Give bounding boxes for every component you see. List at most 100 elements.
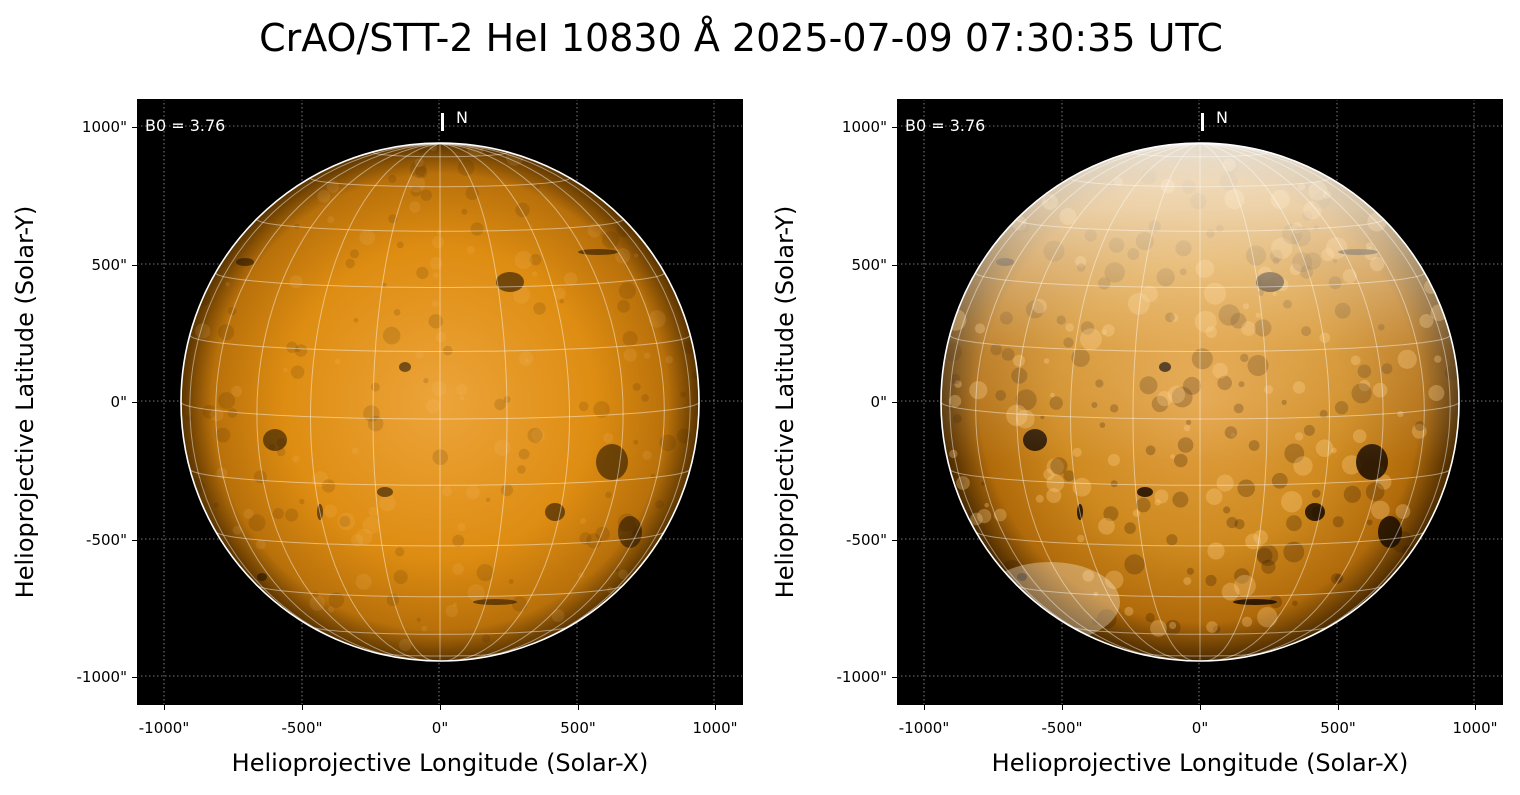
disk-texture-mottle — [452, 602, 457, 607]
parallel-line — [949, 468, 1451, 486]
disk-texture-mottle — [386, 593, 399, 607]
disk-texture-mottle — [430, 256, 443, 270]
y-tick-mark — [132, 677, 137, 678]
disk-texture-mottle — [531, 428, 545, 442]
disk-texture-mottle — [680, 391, 687, 398]
meridian-line — [256, 143, 441, 661]
b0-annotation: B0 = 3.76 — [145, 116, 226, 135]
y-tick-label: -1000" — [836, 668, 888, 686]
disk-texture-mottle — [363, 405, 380, 422]
disk-texture-mottle — [227, 306, 237, 316]
disk-texture-mottle — [334, 358, 341, 365]
parallel-line — [1070, 626, 1330, 635]
meridian-line — [372, 143, 441, 661]
y-tick-label: 0" — [110, 393, 127, 411]
disk-texture-mottle — [294, 223, 300, 229]
north-label: N — [1216, 108, 1228, 127]
disk-texture-mottle — [286, 341, 298, 353]
disk-texture-mottle — [466, 485, 480, 500]
disk-texture-mottle — [503, 396, 511, 403]
disk-texture-mottle — [494, 398, 506, 411]
left-solar-image-panel: B0 = 3.76 N -1000" -500" 0" 500" 1000" 1… — [11, 99, 743, 777]
disk-texture-mottle — [607, 586, 614, 594]
dark-filament — [473, 599, 517, 605]
meridian-line — [189, 143, 441, 657]
disk-texture-mottle — [559, 299, 565, 304]
disk-texture-mottle — [633, 439, 639, 445]
right-image-axes — [897, 99, 1503, 705]
disk-texture-mottle — [659, 434, 677, 452]
disk-texture-mottle — [431, 235, 445, 249]
disk-texture-mottle — [431, 381, 447, 397]
disk-texture-mottle — [634, 253, 639, 258]
disk-texture-mottle — [362, 516, 381, 535]
y-tick-mark — [892, 677, 897, 678]
x-tick-mark — [302, 705, 303, 710]
parallel-line — [310, 626, 570, 635]
disk-texture-mottle — [243, 508, 254, 519]
x-tick-label: 1000" — [692, 719, 738, 737]
x-tick-label: 500" — [1320, 719, 1356, 737]
dark-filament — [618, 516, 642, 548]
disk-texture-mottle — [500, 483, 514, 497]
disk-texture-mottle — [525, 358, 529, 363]
dark-filament — [236, 258, 254, 266]
disk-texture-mottle — [431, 300, 439, 308]
disk-texture-mottle — [294, 344, 308, 357]
disk-texture-mottle — [416, 266, 429, 280]
disk-texture-mottle — [370, 382, 380, 392]
left-image-axes — [137, 99, 743, 705]
disk-texture-mottle — [218, 392, 236, 410]
meridian-line — [439, 143, 624, 661]
disk-texture-mottle — [420, 189, 432, 201]
disk-texture-mottle — [351, 534, 364, 547]
disk-texture-mottle — [551, 609, 565, 623]
disk-texture-mottle — [481, 634, 491, 643]
disk-texture-mottle — [407, 175, 426, 193]
meridian-line — [1199, 143, 1384, 661]
disk-texture-mottle — [328, 592, 345, 608]
x-axis-label: Helioprojective Longitude (Solar-X) — [991, 749, 1409, 777]
x-tick-mark — [924, 705, 925, 710]
disk-texture-mottle — [443, 345, 453, 356]
x-tick-mark — [1200, 705, 1201, 710]
meridian-line — [949, 143, 1201, 657]
parallel-line — [374, 652, 506, 657]
dark-filament — [257, 573, 267, 581]
disk-texture-mottle — [421, 625, 428, 632]
y-axis-label: Helioprojective Latitude (Solar-Y) — [771, 205, 799, 599]
disk-texture-mottle — [650, 473, 656, 479]
disk-texture-mottle — [255, 539, 266, 550]
meridian-line — [1199, 143, 1451, 657]
disk-texture-mottle — [425, 398, 441, 414]
parallel-line — [1132, 152, 1268, 158]
disk-texture-mottle — [388, 214, 398, 224]
disk-texture-mottle — [623, 348, 637, 362]
dark-filament — [377, 487, 393, 497]
x-tick-mark — [1475, 705, 1476, 710]
disk-texture-mottle — [312, 471, 329, 488]
solar-disk — [181, 143, 699, 661]
meridian-line — [1199, 143, 1268, 661]
meridian-line — [1016, 143, 1201, 661]
disk-texture-mottle — [351, 447, 359, 455]
disk-texture-mottle — [532, 271, 538, 277]
dark-filament — [545, 503, 565, 521]
disk-texture-mottle — [253, 470, 267, 484]
disk-texture-mottle — [648, 310, 666, 328]
parallel-line — [181, 401, 699, 420]
disk-texture-mottle — [395, 547, 405, 557]
y-tick-label: 500" — [91, 256, 127, 274]
disk-texture-mottle — [202, 404, 217, 419]
x-tick-label: 500" — [560, 719, 596, 737]
disk-texture-mottle — [210, 408, 224, 422]
north-marker — [1201, 113, 1204, 131]
disk-texture-mottle — [428, 314, 443, 329]
y-tick-mark — [892, 402, 897, 403]
disk-texture-mottle — [388, 174, 397, 184]
meridian-line — [439, 143, 571, 661]
x-tick-label: -500" — [281, 719, 323, 737]
disk-texture-mottle — [563, 272, 578, 286]
parallel-line — [189, 468, 691, 486]
disk-texture-mottle — [617, 300, 630, 313]
